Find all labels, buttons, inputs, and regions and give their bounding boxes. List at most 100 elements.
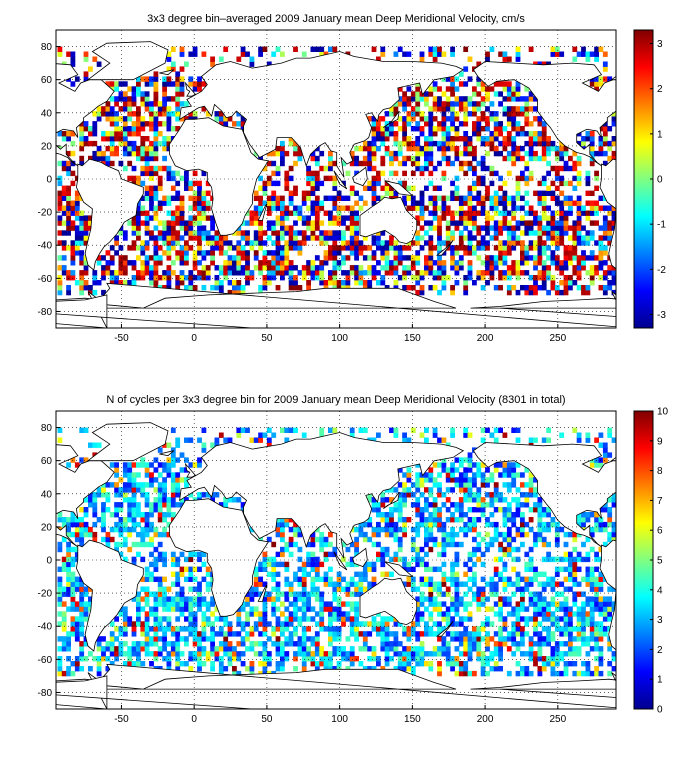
bin-cell: [598, 260, 604, 266]
bin-cell: [144, 150, 150, 157]
bin-cell: [105, 531, 111, 538]
bin-cell: [520, 492, 525, 498]
bin-cell: [485, 596, 490, 602]
bin-cell: [389, 556, 394, 563]
bin-cell: [506, 285, 512, 291]
bin-cell: [157, 185, 163, 191]
bin-cell: [175, 195, 181, 201]
bin-cell: [319, 596, 325, 602]
bin-cell: [546, 190, 551, 196]
bin-cell: [611, 280, 616, 286]
bin-cell: [437, 240, 442, 246]
bin-cell: [166, 596, 172, 602]
bin-cell: [533, 601, 538, 607]
bin-cell: [415, 150, 421, 157]
bin-cell: [166, 111, 172, 117]
bin-cell: [511, 427, 517, 433]
bin-cell: [533, 136, 538, 142]
bin-cell: [463, 145, 469, 152]
bin-cell: [301, 636, 307, 642]
bin-cell: [424, 497, 429, 503]
bin-cell: [463, 531, 469, 538]
bin-cell: [572, 240, 578, 246]
bin-cell: [520, 512, 525, 518]
bin-cell: [188, 621, 194, 627]
bin-cell: [581, 235, 586, 241]
bin-cell: [288, 165, 294, 172]
bin-cell: [362, 571, 368, 577]
bin-cell: [153, 531, 159, 538]
bin-cell: [376, 541, 381, 548]
bin-cell: [253, 606, 259, 612]
bin-cell: [332, 185, 338, 191]
bin-cell: [493, 121, 499, 127]
bin-cell: [105, 160, 111, 167]
bin-cell: [354, 190, 359, 196]
bin-cell: [201, 190, 207, 196]
bin-cell: [258, 591, 263, 597]
bin-cell: [524, 230, 530, 236]
bin-cell: [306, 165, 311, 172]
bin-cell: [109, 96, 115, 102]
bin-cell: [162, 140, 167, 147]
bin-cell: [218, 121, 224, 127]
bin-cell: [384, 631, 390, 637]
bin-cell: [476, 487, 482, 493]
bin-cell: [528, 556, 534, 563]
bin-cell: [498, 240, 503, 246]
bin-cell: [598, 235, 604, 241]
bin-cell: [136, 155, 141, 162]
bin-cell: [349, 556, 355, 563]
bin-cell: [568, 285, 573, 291]
bin-cell: [441, 205, 447, 211]
bin-cell: [336, 616, 342, 622]
bin-cell: [528, 225, 534, 231]
bin-cell: [179, 270, 185, 276]
bin-cell: [463, 581, 469, 587]
bin-cell: [541, 641, 547, 647]
bin-cell: [576, 215, 582, 221]
bin-cell: [371, 502, 377, 508]
bin-cell: [188, 611, 194, 617]
bin-cell: [533, 502, 538, 508]
bin-cell: [533, 131, 538, 137]
bin-cell: [131, 240, 137, 246]
bin-cell: [463, 636, 469, 642]
bin-cell: [419, 432, 425, 438]
bin-cell: [271, 190, 277, 196]
bin-cell: [445, 126, 451, 132]
bin-cell: [184, 626, 189, 632]
bin-cell: [511, 136, 517, 142]
bin-cell: [105, 497, 111, 503]
bin-cell: [162, 467, 167, 473]
bin-cell: [367, 255, 373, 261]
bin-cell: [92, 56, 98, 62]
bin-cell: [179, 651, 185, 657]
bin-cell: [201, 195, 207, 201]
bin-cell: [410, 492, 416, 498]
bin-cell: [515, 220, 521, 226]
bin-cell: [463, 666, 469, 672]
bin-cell: [384, 626, 390, 632]
bin-cell: [127, 116, 133, 122]
bin-cell: [533, 255, 538, 261]
bin-cell: [74, 200, 80, 206]
bin-cell: [546, 551, 551, 558]
bin-cell: [249, 596, 255, 602]
bin-cell: [114, 81, 119, 87]
bin-cell: [79, 631, 85, 637]
bin-cell: [101, 646, 106, 652]
bin-cell: [493, 245, 499, 251]
bin-cell: [524, 502, 530, 508]
colorbar-tick-label: -3: [657, 310, 666, 321]
bin-cell: [467, 230, 473, 236]
bin-cell: [458, 616, 464, 622]
bin-cell: [166, 467, 172, 473]
bin-cell: [136, 621, 141, 627]
bin-cell: [144, 160, 150, 167]
bin-cell: [70, 205, 76, 211]
bin-cell: [153, 487, 159, 493]
bin-cell: [493, 111, 499, 117]
bin-cell: [197, 275, 202, 281]
bin-cell: [550, 195, 556, 201]
